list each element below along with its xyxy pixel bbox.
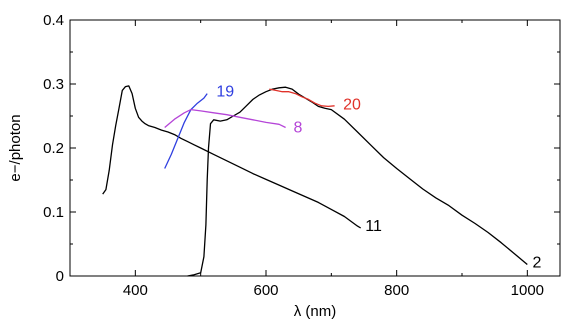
series-line-11 xyxy=(102,85,362,229)
series-group: 11 2 19 8 20 xyxy=(102,84,542,277)
series-line-19 xyxy=(164,93,208,169)
x-tick-label: 800 xyxy=(384,282,409,299)
axis-ticks: 400 600 800 1000 0 0.1 0.2 0.3 0.4 xyxy=(43,12,560,299)
x-axis-label: λ (nm) xyxy=(294,303,337,320)
y-tick-label: 0.4 xyxy=(43,12,64,29)
series-label-11: 11 xyxy=(365,218,382,235)
y-tick-label: 0.3 xyxy=(43,76,64,93)
series-label-19: 19 xyxy=(216,84,234,101)
series-line-2 xyxy=(187,86,528,277)
x-tick-label: 600 xyxy=(253,282,278,299)
y-tick-label: 0 xyxy=(56,268,64,285)
x-tick-label: 1000 xyxy=(511,282,544,299)
y-axis-label: e−/photon xyxy=(7,114,24,181)
series-line-20 xyxy=(269,88,335,108)
plot-frame xyxy=(69,19,561,277)
series-label-2: 2 xyxy=(533,255,542,272)
series-label-8: 8 xyxy=(293,120,302,137)
series-line-8 xyxy=(164,108,286,129)
x-tick-label: 400 xyxy=(123,282,148,299)
y-tick-label: 0.2 xyxy=(43,140,64,157)
y-tick-label: 0.1 xyxy=(43,204,64,221)
series-label-20: 20 xyxy=(343,96,361,113)
